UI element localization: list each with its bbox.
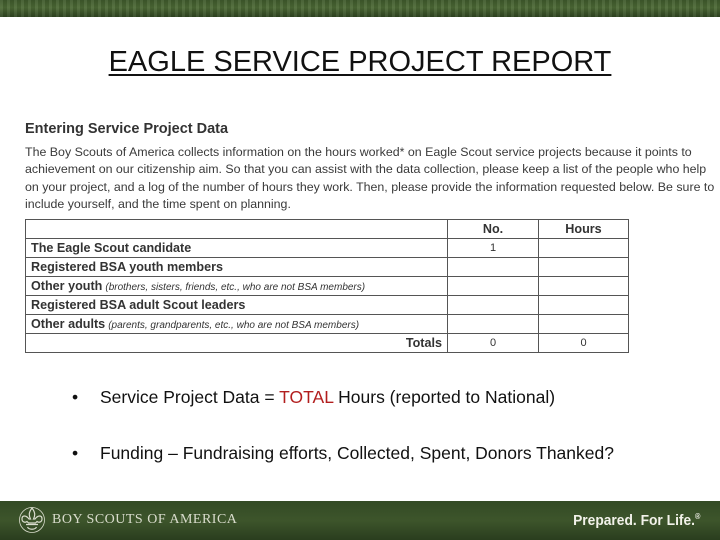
tagline-registered-mark: ® (694, 512, 700, 521)
row-no-cell[interactable]: 1 (447, 238, 539, 258)
row-note: (parents, grandparents, etc., who are no… (108, 320, 360, 331)
row-label: Other youth (31, 279, 103, 293)
header-no: No. (447, 219, 539, 239)
totals-row: Totals 0 0 (25, 333, 629, 353)
row-label-cell: The Eagle Scout candidate (25, 238, 448, 258)
totals-hours: 0 (538, 333, 629, 353)
row-label: The Eagle Scout candidate (31, 241, 192, 255)
row-label: Registered BSA adult Scout leaders (31, 298, 246, 312)
table-row: Registered BSA adult Scout leaders (25, 295, 629, 315)
form-intro-text: The Boy Scouts of America collects infor… (25, 145, 715, 211)
row-label-cell: Registered BSA youth members (25, 257, 448, 277)
bullet-marker: • (72, 387, 79, 407)
totals-label: Totals (25, 333, 448, 353)
row-label: Other adults (31, 317, 106, 331)
table-row: Other youth (brothers, sisters, friends, … (25, 276, 629, 296)
tagline-text: Prepared. For Life. (572, 512, 695, 529)
slide-title: EAGLE SERVICE PROJECT REPORT (108, 46, 612, 78)
totals-no: 0 (447, 333, 539, 353)
row-note: (brothers, sisters, friends, etc., who a… (105, 282, 366, 293)
service-data-table: No. Hours The Eagle Scout candidate 1 Re… (25, 219, 629, 353)
bullet-list: • Service Project Data = TOTAL Hours (rep… (72, 386, 692, 465)
fleur-de-lis-icon (19, 506, 45, 533)
bullet-item: • Service Project Data = TOTAL Hours (rep… (72, 386, 692, 409)
header-blank-cell (25, 219, 448, 239)
row-hours-cell[interactable] (538, 276, 629, 296)
row-hours-cell[interactable] (538, 257, 629, 277)
row-hours-cell[interactable] (538, 314, 629, 334)
bullet-marker: • (72, 443, 79, 463)
bullet-text: Funding – Fundraising efforts, Collected… (100, 443, 614, 463)
bullet-text-end: Hours (reported to National) (333, 387, 556, 407)
row-label-cell: Registered BSA adult Scout leaders (25, 295, 448, 315)
table-row: Registered BSA youth members (25, 257, 629, 277)
row-hours-cell[interactable] (538, 238, 629, 258)
row-no-cell[interactable] (447, 295, 539, 315)
footer-band: BOY SCOUTS OF AMERICA Prepared. For Life… (0, 501, 720, 540)
tagline: Prepared. For Life.® (573, 512, 700, 529)
bullet-highlight: TOTAL (279, 387, 334, 407)
row-no-cell[interactable] (447, 276, 539, 296)
row-label: Registered BSA youth members (31, 260, 223, 274)
row-no-cell[interactable] (447, 257, 539, 277)
table-row: Other adults (parents, grandparents, etc.… (25, 314, 629, 334)
row-hours-cell[interactable] (538, 295, 629, 315)
row-label-cell: Other adults (parents, grandparents, etc.… (25, 314, 448, 334)
bsa-wordmark: BOY SCOUTS OF AMERICA (52, 512, 238, 527)
form-heading: Entering Service Project Data (25, 121, 229, 137)
table-header-row: No. Hours (25, 219, 629, 239)
bullet-item: • Funding – Fundraising efforts, Collecte… (72, 442, 692, 465)
bullet-text: Service Project Data = (100, 387, 280, 407)
row-no-cell[interactable] (447, 314, 539, 334)
header-hours: Hours (538, 219, 629, 239)
top-decorative-band (0, 0, 720, 17)
row-label-cell: Other youth (brothers, sisters, friends, … (25, 276, 448, 296)
table-row: The Eagle Scout candidate 1 (25, 238, 629, 258)
